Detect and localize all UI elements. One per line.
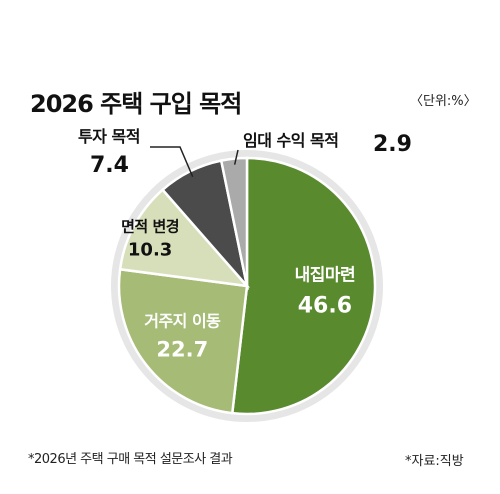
leader-line-3 (150, 146, 194, 178)
slice-value-label-1: 22.7 (156, 337, 208, 361)
pie-outer-ring (111, 150, 383, 422)
slice-category-label-4: 임대 수익 목적 (243, 131, 338, 150)
slice-category-label-1: 거주지 이동 (144, 311, 221, 330)
footnote: *2026년 주택 구매 목적 설문조사 결과 (28, 452, 233, 467)
slice-value-label-0: 46.6 (298, 293, 352, 318)
leader-line-4 (233, 149, 239, 165)
slice-category-label-3: 투자 목적 (78, 127, 140, 146)
slice-category-label-2: 면적 변경 (121, 218, 179, 236)
slice-value-label-2: 10.3 (128, 240, 172, 261)
chart-title: 2026 주택 구입 목적 (30, 90, 242, 118)
source-label: *자료:직방 (405, 454, 464, 469)
slice-value-label-4: 2.9 (373, 132, 412, 157)
pie-slice-2 (118, 187, 251, 288)
unit-label: 〈단위:%〉 (410, 94, 477, 109)
slice-category-label-0: 내집마련 (295, 265, 356, 285)
pie-slice-0 (230, 156, 377, 416)
pie-slice-4 (219, 156, 249, 287)
slice-value-label-3: 7.4 (90, 153, 129, 178)
pie-slice-1 (117, 267, 249, 415)
